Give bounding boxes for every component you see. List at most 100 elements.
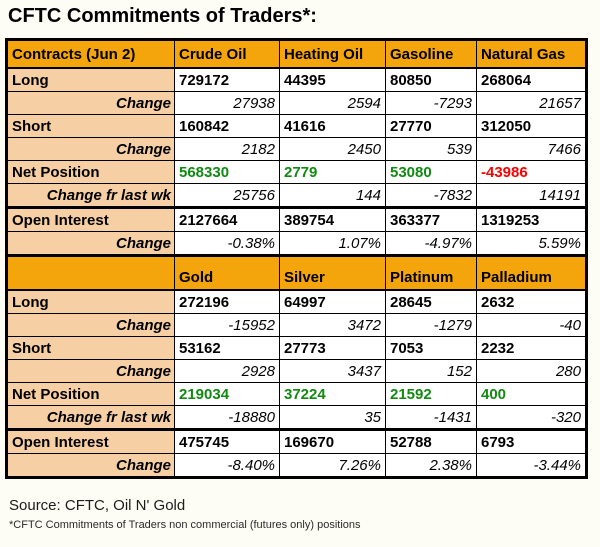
cell-value: 53162: [174, 336, 280, 360]
table-row: Open Interest 475745 169670 52788 6793: [6, 428, 587, 454]
row-label: Open Interest: [6, 206, 175, 232]
row-label: Change fr last wk: [6, 405, 175, 430]
cell-value: 27938: [174, 91, 280, 115]
cell-value: -4.97%: [385, 231, 477, 256]
table-row: Change -8.40% 7.26% 2.38% -3.44%: [6, 453, 587, 478]
cell-value: 152: [385, 359, 477, 383]
column-header: Crude Oil: [174, 39, 280, 69]
cell-value: 7.26%: [279, 453, 386, 478]
cell-value: 2779: [279, 160, 386, 184]
row-label: Net Position: [6, 160, 175, 184]
cell-value: -1431: [385, 405, 477, 430]
cell-value: -3.44%: [476, 453, 587, 478]
cell-value: -15952: [174, 313, 280, 337]
cell-value: 568330: [174, 160, 280, 184]
header-row: Contracts (Jun 2) Crude Oil Heating Oil Gas…: [6, 39, 587, 69]
table-row: Long 272196 64997 28645 2632: [6, 289, 587, 314]
row-label: Change fr last wk: [6, 183, 175, 208]
cell-value: 2928: [174, 359, 280, 383]
cell-value: 27773: [279, 336, 386, 360]
row-label: Net Position: [6, 382, 175, 406]
column-header: Natural Gas: [476, 39, 587, 69]
column-header: [6, 254, 175, 291]
cell-value: 2632: [476, 289, 587, 314]
row-label: Change: [6, 137, 175, 161]
row-label: Long: [6, 289, 175, 314]
cell-value: 7053: [385, 336, 477, 360]
cell-value: 37224: [279, 382, 386, 406]
cell-value: 312050: [476, 114, 587, 138]
cell-value: 2594: [279, 91, 386, 115]
row-label: Open Interest: [6, 428, 175, 454]
cell-value: 219034: [174, 382, 280, 406]
cell-value: 144: [279, 183, 386, 208]
cell-value: 25756: [174, 183, 280, 208]
cell-value: -40: [476, 313, 587, 337]
table-row: Change fr last wk 25756 144 -7832 14191: [6, 183, 587, 208]
cell-value: 5.59%: [476, 231, 587, 256]
row-label: Long: [6, 67, 175, 92]
cell-value: -8.40%: [174, 453, 280, 478]
cell-value: 160842: [174, 114, 280, 138]
table-row: Change 2182 2450 539 7466: [6, 137, 587, 161]
table-row: Change fr last wk -18880 35 -1431 -320: [6, 405, 587, 430]
cell-value: 41616: [279, 114, 386, 138]
table-row: Change 2928 3437 152 280: [6, 359, 587, 383]
cell-value: 80850: [385, 67, 477, 92]
cot-table: Contracts (Jun 2) Crude Oil Heating Oil Gas…: [5, 38, 588, 479]
cell-value: 2450: [279, 137, 386, 161]
column-header: Silver: [279, 254, 386, 291]
row-label: Change: [6, 453, 175, 478]
table-row: Change -15952 3472 -1279 -40: [6, 313, 587, 337]
cell-value: 729172: [174, 67, 280, 92]
cell-value: 400: [476, 382, 587, 406]
cell-value: -7293: [385, 91, 477, 115]
table-row: Change -0.38% 1.07% -4.97% 5.59%: [6, 231, 587, 256]
cell-value: 1.07%: [279, 231, 386, 256]
cell-value: -18880: [174, 405, 280, 430]
cell-value: 2232: [476, 336, 587, 360]
row-label: Change: [6, 313, 175, 337]
cell-value: 14191: [476, 183, 587, 208]
cell-value: 3472: [279, 313, 386, 337]
cell-value: 1319253: [476, 206, 587, 232]
column-header: Gold: [174, 254, 280, 291]
table-row: Net Position 219034 37224 21592 400: [6, 382, 587, 406]
table-row: Net Position 568330 2779 53080 -43986: [6, 160, 587, 184]
column-header: Platinum: [385, 254, 477, 291]
cell-value: 6793: [476, 428, 587, 454]
column-header: Contracts (Jun 2): [6, 39, 175, 69]
header-row: Gold Silver Platinum Palladium: [6, 254, 587, 291]
cell-value: 169670: [279, 428, 386, 454]
column-header: Gasoline: [385, 39, 477, 69]
table-row: Short 53162 27773 7053 2232: [6, 336, 587, 360]
cell-value: 389754: [279, 206, 386, 232]
row-label: Change: [6, 231, 175, 256]
table-row: Long 729172 44395 80850 268064: [6, 67, 587, 92]
cell-value: 44395: [279, 67, 386, 92]
table-row: Open Interest 2127664 389754 363377 1319253: [6, 206, 587, 232]
cot-report: CFTC Commitments of Traders*: Contracts …: [5, 5, 588, 531]
cell-value: 28645: [385, 289, 477, 314]
cell-value: 539: [385, 137, 477, 161]
cell-value: 475745: [174, 428, 280, 454]
cell-value: 27770: [385, 114, 477, 138]
column-header: Palladium: [476, 254, 587, 291]
cell-value: 2.38%: [385, 453, 477, 478]
cell-value: 2127664: [174, 206, 280, 232]
cell-value: 64997: [279, 289, 386, 314]
cell-value: 52788: [385, 428, 477, 454]
cell-value: 3437: [279, 359, 386, 383]
cell-value: -7832: [385, 183, 477, 208]
cell-value: -320: [476, 405, 587, 430]
source-text: Source: CFTC, Oil N' Gold: [9, 497, 186, 514]
cell-value: 7466: [476, 137, 587, 161]
column-header: Heating Oil: [279, 39, 386, 69]
cell-value: 268064: [476, 67, 587, 92]
row-label: Change: [6, 91, 175, 115]
row-label: Change: [6, 359, 175, 383]
cell-value: 2182: [174, 137, 280, 161]
cell-value: 35: [279, 405, 386, 430]
cell-value: 272196: [174, 289, 280, 314]
table-row: Change 27938 2594 -7293 21657: [6, 91, 587, 115]
